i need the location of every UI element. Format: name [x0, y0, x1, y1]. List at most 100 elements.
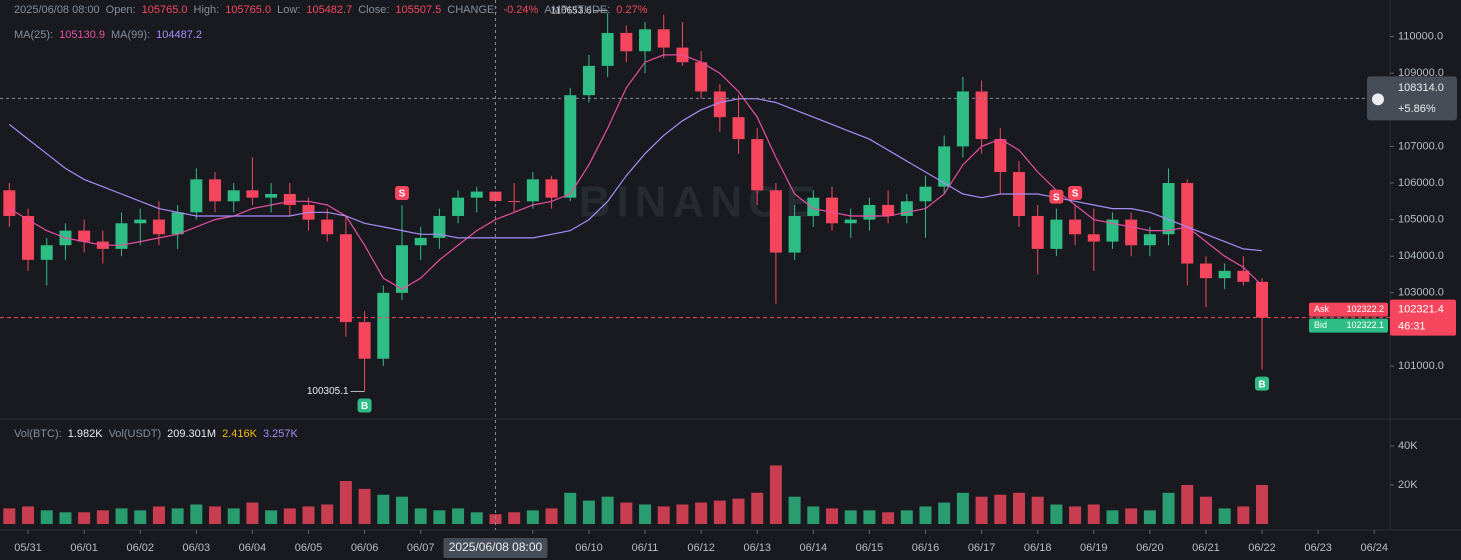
candle-body: [115, 223, 128, 249]
volume-bar: [283, 508, 296, 524]
candle-body: [844, 219, 857, 224]
candle-body: [1069, 219, 1082, 235]
vol-label: Vol(BTC):: [14, 428, 62, 440]
candle-body: [395, 245, 408, 293]
volume-bar: [358, 488, 371, 524]
volume-bar: [395, 496, 408, 524]
candle-body: [433, 215, 446, 238]
volume-bar: [339, 481, 352, 524]
volume-bar: [452, 508, 465, 524]
volume-bar: [265, 510, 278, 524]
x-tick-label: 06/03: [183, 542, 211, 554]
volume-bar: [1087, 504, 1100, 524]
x-tick-label: 06/23: [1304, 542, 1332, 554]
candle-body: [339, 234, 352, 323]
info-value: 0.27%: [616, 4, 648, 16]
candle-body: [470, 191, 483, 198]
volume-bar: [433, 510, 446, 524]
candle-body: [863, 204, 876, 220]
volume-bar: [676, 504, 689, 524]
candle-body: [452, 197, 465, 216]
volume-bar: [377, 494, 390, 524]
candle-body: [807, 197, 820, 216]
volume-bar: [807, 506, 820, 524]
candle-body: [751, 139, 764, 191]
crosshair-price: 108314.0: [1398, 82, 1444, 94]
candle-body: [788, 215, 801, 253]
last-price: 102321.4: [1398, 304, 1444, 316]
candle-body: [769, 190, 782, 253]
volume-bar: [209, 506, 222, 524]
y-tick-label: 107000.0: [1398, 140, 1444, 152]
volume-legend: Vol(BTC): 1.982K Vol(USDT) 209.301M 2.416K 3.…: [14, 428, 298, 440]
candle-body: [209, 179, 222, 202]
candle-body: [1106, 219, 1119, 242]
volume-bar: [3, 508, 16, 524]
candle-body: [1237, 270, 1250, 282]
x-tick-label: 06/20: [1136, 542, 1164, 554]
candle-body: [732, 117, 745, 140]
x-tick-label: 06/18: [1024, 542, 1052, 554]
volume-bar: [1181, 484, 1194, 524]
candle-body: [414, 237, 427, 246]
volume-bar: [134, 510, 147, 524]
candle-body: [489, 191, 502, 202]
info-label: High:: [193, 4, 220, 16]
candle-body: [1031, 215, 1044, 249]
candle-body: [1256, 281, 1269, 318]
volume-bar: [620, 502, 633, 524]
volume-bar: [863, 510, 876, 524]
volume-bar: [1069, 506, 1082, 524]
volume-bar: [508, 512, 521, 524]
volume-bar: [695, 502, 708, 524]
x-tick-label: 06/01: [70, 542, 98, 554]
volume-bar: [994, 494, 1007, 524]
volume-bar: [956, 492, 969, 524]
volume-bar: [882, 512, 895, 524]
volume-bar: [1162, 492, 1175, 524]
candle-body: [1218, 270, 1231, 279]
volume-bar: [601, 496, 614, 524]
trade-marker-label: B: [361, 401, 368, 412]
info-value: 105482.7: [306, 4, 353, 16]
candle-body: [508, 201, 521, 203]
candle-body: [3, 190, 16, 216]
volume-bar: [919, 506, 932, 524]
x-tick-label: 06/11: [632, 542, 659, 554]
candle-body: [975, 91, 988, 140]
volume-bar: [302, 506, 315, 524]
info-value: -0.24%: [503, 4, 539, 16]
trade-marker: [1068, 185, 1083, 200]
volume-bar: [582, 500, 595, 524]
ma-name: MA(25):: [14, 29, 54, 41]
y-tick-label: 109000.0: [1398, 67, 1444, 79]
watermark: BINANCE: [579, 178, 821, 227]
y-tick-label: 110000.0: [1398, 31, 1443, 43]
candle-body: [321, 219, 334, 235]
volume-bar: [769, 465, 782, 524]
x-tick-label: 06/02: [126, 542, 154, 554]
y-tick-label: 101000.0: [1398, 360, 1444, 372]
volume-bar: [751, 492, 764, 524]
trade-marker-label: S: [1072, 189, 1079, 200]
ma-name: MA(99):: [111, 29, 151, 41]
volume-bar: [115, 508, 128, 524]
vol-value: 2.416K: [222, 428, 257, 440]
bid-price: 102322.1: [1346, 320, 1384, 330]
x-tick-label: 05/31: [14, 542, 42, 554]
volume-bar: [414, 508, 427, 524]
trade-marker: [394, 185, 409, 200]
vol-value: 3.257K: [262, 428, 298, 440]
volume-bar: [1012, 492, 1025, 524]
info-label: CHANGE:: [447, 4, 498, 16]
x-tick-label: 06/06: [351, 542, 379, 554]
add-alert-button[interactable]: [1372, 93, 1384, 106]
last-price-box: [1390, 299, 1456, 336]
volume-bar: [246, 502, 259, 524]
candle-body: [152, 219, 165, 235]
volume-bar: [1199, 496, 1212, 524]
crosshair-price-box: [1367, 76, 1457, 121]
x-tick-label: 06/15: [856, 542, 884, 554]
vol-value: 1.982K: [67, 428, 103, 440]
